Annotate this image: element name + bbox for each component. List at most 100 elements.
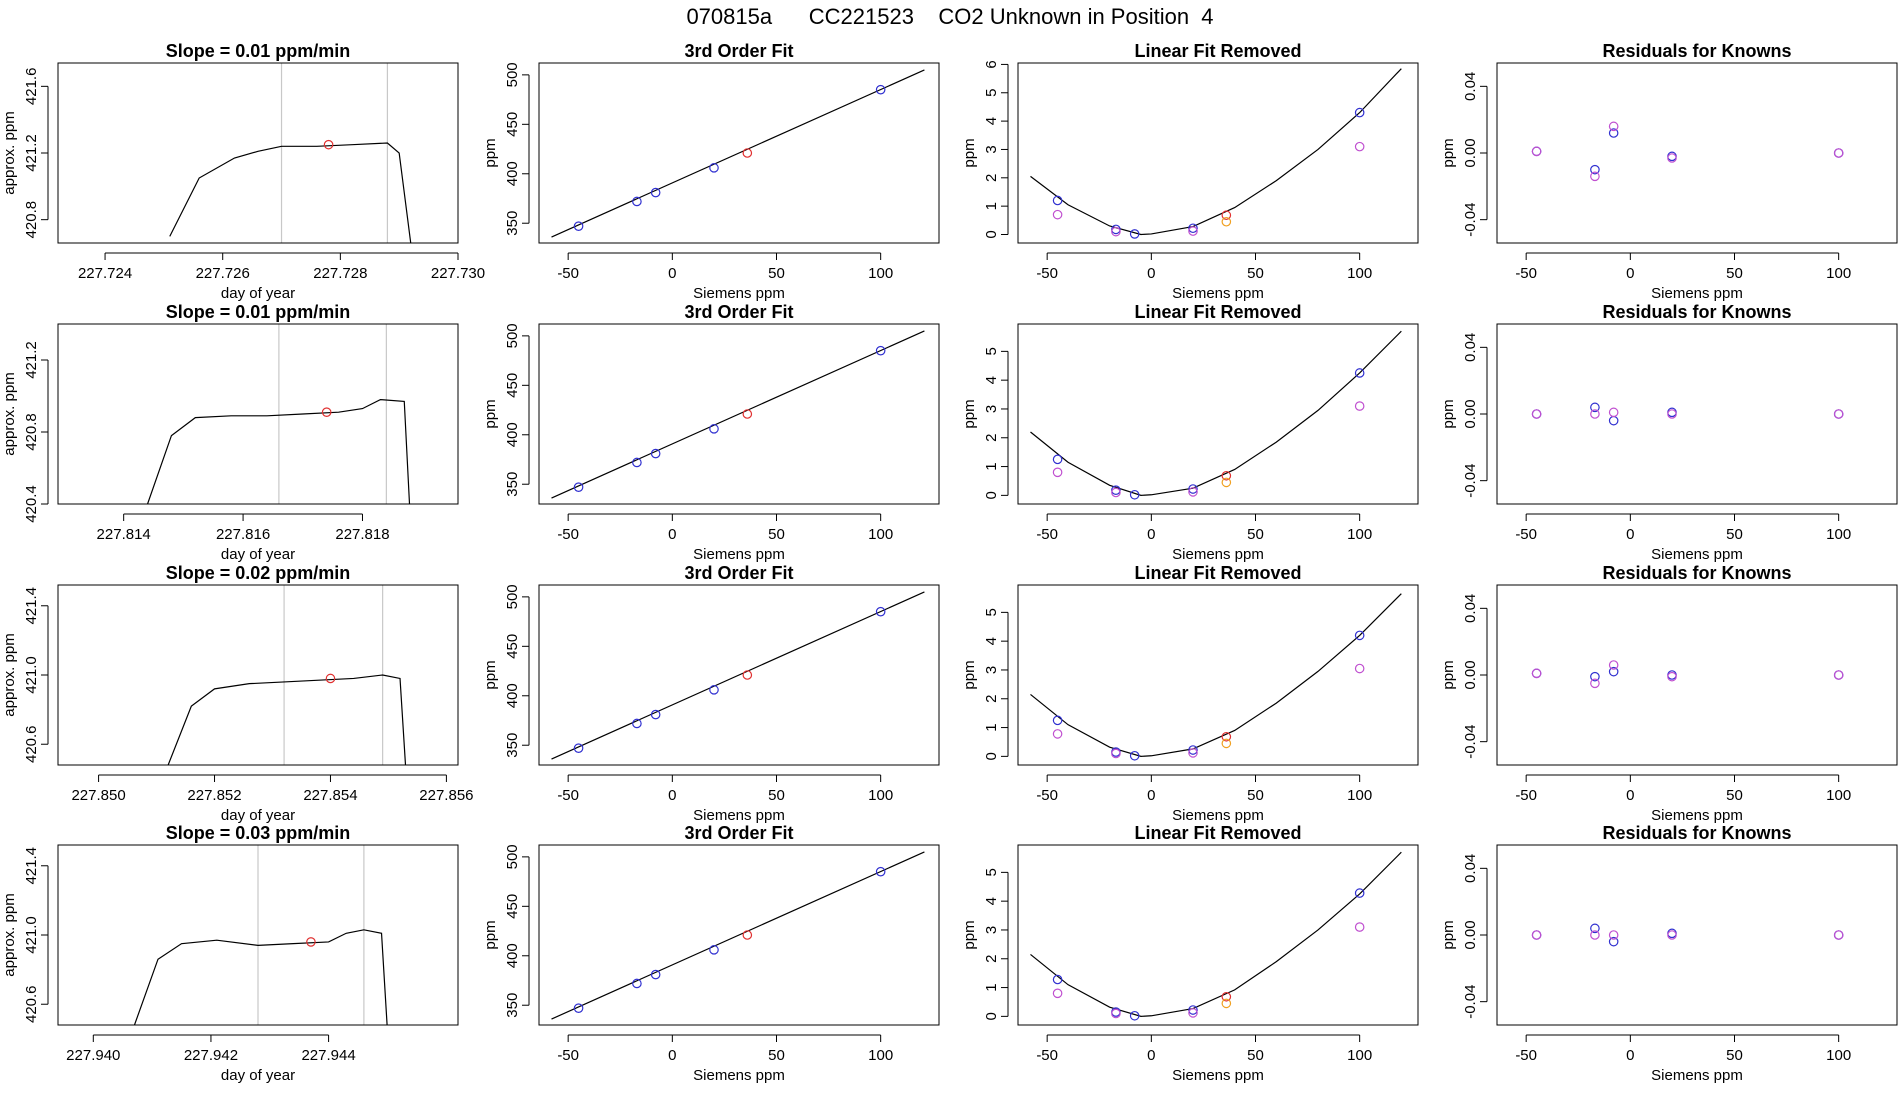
- data-point: [1667, 930, 1677, 940]
- data-point: [709, 945, 719, 955]
- data-point: [1608, 415, 1619, 426]
- panel-r2-c4: Residuals for Knowns -50 0 50 100 Siemens ppm…: [1440, 302, 1898, 563]
- data-point: [1111, 748, 1121, 759]
- x-tick-label: 100: [1826, 265, 1851, 282]
- y-tick-label: 3: [983, 145, 1000, 153]
- data-point: [1052, 988, 1063, 999]
- fit-curve: [1030, 593, 1402, 757]
- x-tick-label: 0: [1147, 265, 1155, 282]
- y-tick-label: 421.2: [23, 134, 40, 172]
- data-point: [650, 969, 661, 980]
- plot-area: [1030, 68, 1402, 239]
- data-point: [1052, 454, 1063, 465]
- plot-frame: [57, 62, 459, 244]
- data-point: [1221, 210, 1232, 221]
- panel-title: 3rd Order Fit: [684, 302, 793, 322]
- plot-area: [1531, 402, 1844, 426]
- x-axis-label: Siemens ppm: [1651, 807, 1743, 824]
- y-tick-label: 2: [983, 695, 1000, 703]
- y-tick-label: 350: [504, 993, 521, 1018]
- x-tick-label: 50: [1247, 265, 1264, 282]
- y-tick-label: 1: [983, 723, 1000, 731]
- x-tick-label: 227.724: [78, 265, 132, 282]
- x-tick-label: 0: [668, 787, 676, 804]
- x-tick-label: 0: [1626, 787, 1634, 804]
- y-tick-label: 2: [983, 174, 1000, 182]
- x-tick-label: -50: [557, 787, 579, 804]
- data-point: [1188, 745, 1198, 755]
- y-axis-label: ppm: [482, 399, 499, 428]
- plot-frame: [57, 584, 459, 766]
- y-tick-label: 1: [983, 983, 1000, 991]
- panel-title: Residuals for Knowns: [1602, 823, 1791, 843]
- data-point: [875, 84, 886, 95]
- plot-frame: [57, 844, 459, 1026]
- y-tick-label: 3: [983, 666, 1000, 674]
- data-point: [1111, 1008, 1121, 1019]
- y-tick-label: 2: [983, 955, 1000, 963]
- panel-r2-c2: 3rd Order Fit -50 0 50 100 Siemens ppm 350 400 4…: [482, 302, 940, 563]
- x-tick-label: 100: [868, 265, 893, 282]
- data-point: [1221, 731, 1232, 742]
- y-tick-label: 5: [983, 89, 1000, 97]
- data-point: [1531, 146, 1542, 157]
- y-axis-label: ppm: [961, 138, 978, 167]
- data-point: [323, 139, 334, 150]
- data-point: [1833, 409, 1844, 419]
- plot-frame: [538, 62, 940, 244]
- panel-r1-c1: Slope = 0.01 ppm/min 227.724 227.726 227.72…: [1, 41, 485, 302]
- data-point: [742, 930, 753, 940]
- data-point: [1052, 209, 1063, 220]
- x-axis-label: Siemens ppm: [693, 1067, 785, 1084]
- x-tick-label: 227.940: [66, 1047, 120, 1064]
- data-point: [573, 1003, 584, 1013]
- data-point: [573, 221, 584, 231]
- plot-frame: [1496, 62, 1898, 244]
- x-tick-label: 50: [1726, 1047, 1743, 1064]
- panel-title: 3rd Order Fit: [684, 823, 793, 843]
- data-point: [1354, 663, 1365, 674]
- plot-area: [146, 324, 411, 504]
- plot-frame: [1496, 844, 1898, 1026]
- y-tick-label: 1: [983, 202, 1000, 210]
- x-tick-label: -50: [557, 526, 579, 543]
- data-point: [1833, 670, 1844, 680]
- x-tick-label: 227.854: [303, 787, 357, 804]
- plot-area: [1030, 851, 1402, 1021]
- y-tick-label: 0.04: [1462, 72, 1479, 101]
- y-tick-label: 0: [983, 752, 1000, 760]
- x-tick-label: 100: [868, 1047, 893, 1064]
- y-tick-label: 0.04: [1462, 594, 1479, 623]
- data-point: [1608, 666, 1619, 677]
- panel-r4-c1: Slope = 0.03 ppm/min 227.940 227.942 227.94…: [1, 823, 459, 1084]
- x-tick-label: 227.852: [187, 787, 241, 804]
- y-axis-label: ppm: [482, 138, 499, 167]
- data-point: [1590, 409, 1600, 419]
- panel-title: Slope = 0.02 ppm/min: [166, 563, 351, 583]
- x-tick-label: 0: [1147, 787, 1155, 804]
- panel-r4-c4: Residuals for Knowns -50 0 50 100 Siemens ppm…: [1440, 823, 1898, 1084]
- plot-area: [169, 63, 412, 243]
- data-point: [1188, 484, 1198, 494]
- y-tick-label: 500: [504, 584, 521, 609]
- y-tick-label: 421.0: [23, 656, 40, 694]
- y-tick-label: 4: [983, 117, 1000, 125]
- y-axis-label: approx. ppm: [1, 893, 18, 976]
- x-axis-label: Siemens ppm: [1172, 1067, 1264, 1084]
- x-tick-label: 0: [668, 1047, 676, 1064]
- plot-frame: [1496, 584, 1898, 766]
- y-tick-label: 500: [504, 62, 521, 87]
- data-point: [1129, 229, 1140, 239]
- data-point: [875, 606, 886, 617]
- x-tick-label: -50: [1036, 526, 1058, 543]
- y-tick-label: 420.4: [23, 485, 40, 523]
- y-tick-label: 350: [504, 211, 521, 236]
- x-axis-label: Siemens ppm: [693, 807, 785, 824]
- data-point: [1354, 922, 1365, 932]
- y-tick-label: 0: [983, 491, 1000, 499]
- data-point: [742, 670, 753, 680]
- y-axis-label: ppm: [482, 660, 499, 689]
- trace-line: [133, 929, 388, 1025]
- data-point: [1667, 409, 1677, 419]
- data-point: [1531, 668, 1542, 679]
